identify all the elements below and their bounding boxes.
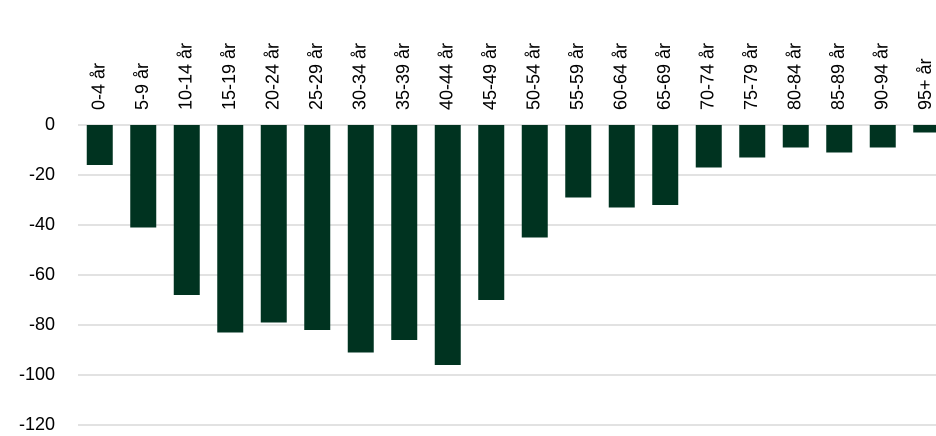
- x-tick-label: 50-54 år: [524, 43, 544, 110]
- y-tick-label: -20: [29, 164, 55, 184]
- y-tick-label: -40: [29, 214, 55, 234]
- x-tick-label: 85-89 år: [828, 43, 848, 110]
- bar: [826, 125, 853, 153]
- bar: [391, 125, 418, 340]
- x-tick-label: 0-4 år: [89, 63, 109, 110]
- bar: [86, 125, 113, 165]
- x-tick-label: 35-39 år: [393, 43, 413, 110]
- y-tick-label: -120: [19, 414, 55, 434]
- x-tick-label: 5-9 år: [132, 63, 152, 110]
- bar: [347, 125, 374, 353]
- y-tick-label: -60: [29, 264, 55, 284]
- x-tick-label: 55-59 år: [567, 43, 587, 110]
- x-tick-label: 10-14 år: [176, 43, 196, 110]
- x-tick-label: 15-19 år: [219, 43, 239, 110]
- x-tick-label: 75-79 år: [741, 43, 761, 110]
- bar: [913, 125, 936, 133]
- x-tick-label: 60-64 år: [611, 43, 631, 110]
- bar: [782, 125, 809, 148]
- bar: [217, 125, 244, 333]
- x-tick-label: 80-84 år: [785, 43, 805, 110]
- y-tick-label: -80: [29, 314, 55, 334]
- x-tick-label: 95+ år: [915, 58, 935, 110]
- x-tick-label: 40-44 år: [437, 43, 457, 110]
- bar: [565, 125, 592, 198]
- bar: [869, 125, 896, 148]
- x-tick-label: 90-94 år: [872, 43, 892, 110]
- bar: [478, 125, 505, 300]
- y-tick-label: -100: [19, 364, 55, 384]
- x-tick-label: 70-74 år: [698, 43, 718, 110]
- bar: [304, 125, 331, 330]
- bar: [130, 125, 157, 228]
- bar: [739, 125, 766, 158]
- bar: [260, 125, 287, 323]
- bar: [173, 125, 200, 295]
- x-tick-label: 20-24 år: [263, 43, 283, 110]
- bar: [434, 125, 461, 365]
- bar: [695, 125, 722, 168]
- x-tick-label: 25-29 år: [306, 43, 326, 110]
- x-tick-label: 45-49 år: [480, 43, 500, 110]
- x-tick-label: 65-69 år: [654, 43, 674, 110]
- y-tick-label: 0: [45, 114, 55, 134]
- x-tick-label: 30-34 år: [350, 43, 370, 110]
- bar: [608, 125, 635, 208]
- bar: [521, 125, 548, 238]
- bar: [652, 125, 679, 205]
